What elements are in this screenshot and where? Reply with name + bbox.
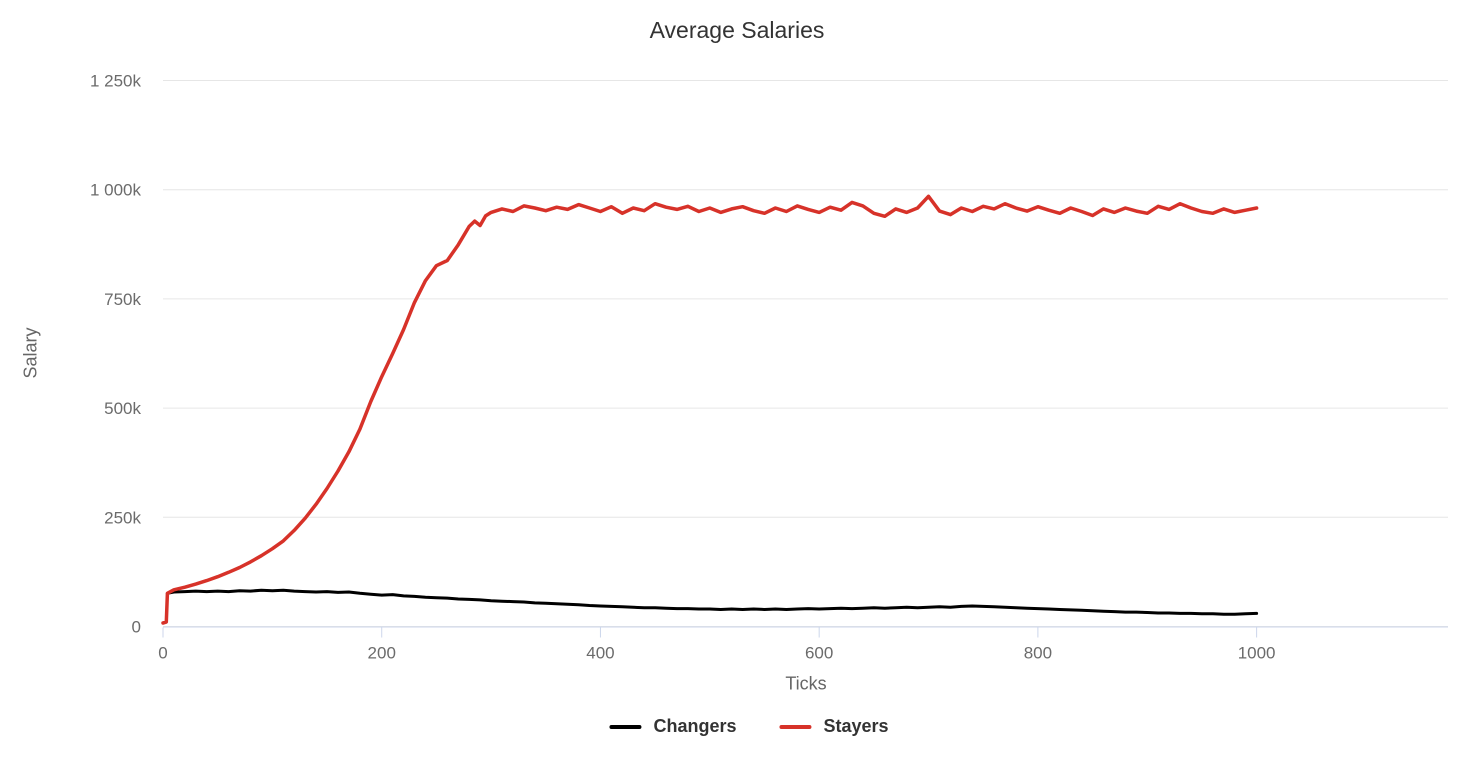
- chart-title: Average Salaries: [649, 17, 825, 43]
- series-line-stayers[interactable]: [161, 194, 1259, 625]
- y-tick-label: 1 000k: [90, 181, 142, 200]
- y-tick-label: 1 250k: [90, 72, 142, 91]
- legend-swatch: [609, 724, 642, 729]
- x-tick-label: 0: [158, 644, 167, 663]
- legend-label: Stayers: [823, 716, 889, 736]
- legend-swatch: [779, 724, 812, 729]
- legend-label: Changers: [653, 716, 737, 736]
- x-tick-label: 1000: [1238, 644, 1276, 663]
- legend-item-changers[interactable]: Changers: [609, 716, 736, 737]
- x-axis-title: Ticks: [785, 673, 827, 694]
- series-line-changers[interactable]: [165, 588, 1259, 616]
- x-tick-label: 800: [1024, 644, 1052, 663]
- x-tick-label: 600: [805, 644, 833, 663]
- x-tick-label: 400: [586, 644, 614, 663]
- legend-item-stayers[interactable]: Stayers: [779, 716, 889, 737]
- y-tick-label: 500k: [104, 399, 141, 418]
- x-tick-label: 200: [368, 644, 396, 663]
- y-tick-label: 0: [132, 618, 141, 637]
- legend: Changers Stayers: [609, 716, 889, 737]
- y-tick-label: 750k: [104, 290, 141, 309]
- y-tick-label: 250k: [104, 508, 141, 527]
